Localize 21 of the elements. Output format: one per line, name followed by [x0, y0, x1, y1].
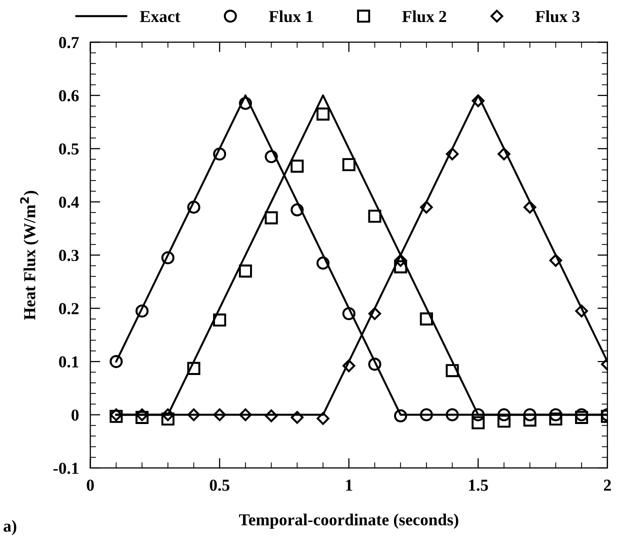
y-axis-title: Heat Flux (W/m$^{2}$) — [20, 190, 39, 320]
y-tick-label: 0.5 — [59, 143, 79, 155]
legend-label: Flux 2 — [402, 10, 446, 22]
y-tick-label: 0.2 — [59, 303, 79, 314]
y-tick-label: 0.3 — [59, 250, 79, 262]
x-tick-label: 2 — [604, 480, 611, 491]
legend-label: Exact — [140, 11, 180, 22]
y-tick-label: 0 — [72, 409, 79, 421]
legend-label: Flux 1 — [268, 10, 313, 22]
x-tick-label: 1 — [346, 480, 352, 491]
y-tick-label: 0.4 — [59, 196, 79, 208]
legend-label: Flux 3 — [535, 10, 580, 22]
y-tick-label: -0.1 — [53, 462, 78, 474]
x-tick-label: 0 — [86, 480, 94, 491]
y-tick-label: 0.7 — [59, 36, 79, 48]
y-tick-label: 0.6 — [59, 90, 79, 102]
x-axis-title: Temporal-coordinate (seconds) — [239, 514, 458, 529]
text: a) — [4, 520, 16, 536]
y-tick-label: 0.1 — [59, 356, 78, 368]
x-tick-label: 1.5 — [469, 480, 488, 491]
x-tick-label: 0.5 — [210, 480, 230, 491]
